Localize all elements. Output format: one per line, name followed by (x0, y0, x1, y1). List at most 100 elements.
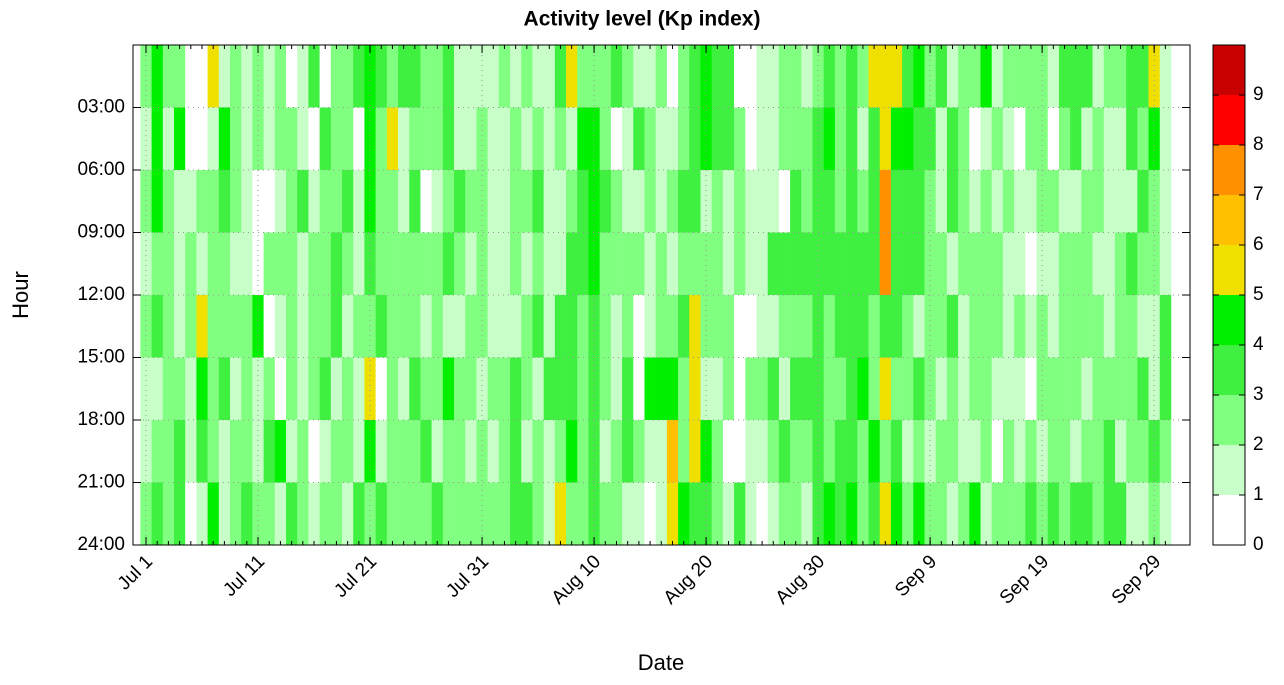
heat-cell (1036, 232, 1049, 296)
heat-cell (173, 420, 186, 483)
heat-cell (622, 170, 634, 233)
heat-cell (140, 482, 152, 546)
heat-cell (319, 420, 332, 483)
heat-cell (140, 107, 152, 171)
heat-cell (588, 107, 600, 171)
heat-cell (386, 357, 399, 421)
heat-cell (599, 420, 612, 483)
heat-cell (342, 482, 354, 546)
heat-cell (476, 420, 488, 483)
heat-cell (330, 482, 343, 546)
y-tick-label: 21:00 (77, 472, 125, 493)
heat-cell (622, 295, 634, 358)
heat-cell (230, 232, 242, 296)
heat-cell (823, 107, 836, 171)
heat-cell (375, 482, 388, 546)
heat-cell (1025, 107, 1037, 171)
heat-cell (554, 420, 567, 483)
heat-cell (140, 232, 152, 296)
heat-cell (879, 295, 892, 358)
heat-cell (801, 107, 813, 171)
heat-cell (521, 357, 533, 421)
colorbar-segment (1213, 295, 1245, 345)
heat-cell (162, 170, 175, 233)
heat-cell (454, 107, 466, 171)
heat-cell (946, 482, 959, 546)
heat-cell (1002, 107, 1015, 171)
heat-cell (487, 357, 500, 421)
heat-cell (700, 107, 712, 171)
heat-cell (902, 170, 914, 233)
heat-cell (140, 295, 152, 358)
heat-cell (409, 107, 421, 171)
heat-cell (241, 482, 253, 546)
heat-cell (1092, 295, 1105, 358)
heat-cell (734, 357, 746, 421)
heat-cell (375, 170, 388, 233)
heat-cell (330, 232, 343, 296)
heat-cell (980, 45, 993, 108)
heat-cell (151, 357, 164, 421)
heat-cell (622, 45, 634, 108)
heat-cell (498, 170, 511, 233)
heat-cell (510, 170, 522, 233)
heat-cell (162, 295, 175, 358)
heat-cell (230, 420, 242, 483)
heat-cell (599, 107, 612, 171)
heat-cell (263, 45, 276, 108)
heat-cell (162, 482, 175, 546)
heat-cell (991, 420, 1004, 483)
heat-cell (409, 357, 421, 421)
heat-cell (218, 482, 231, 546)
heat-cell (398, 170, 410, 233)
heat-cell (756, 482, 768, 546)
heat-cell (1014, 45, 1026, 108)
heat-cell (1070, 420, 1082, 483)
colorbar-frame (1212, 44, 1246, 546)
heat-cell (286, 107, 298, 171)
heat-cell (1126, 45, 1138, 108)
heat-cell (241, 295, 253, 358)
heat-cell (756, 232, 768, 296)
heat-cell (902, 107, 914, 171)
heat-cell (409, 420, 421, 483)
heat-cell (364, 170, 376, 233)
heat-cell (689, 45, 701, 108)
heat-cell (1070, 295, 1082, 358)
heat-cell (308, 45, 320, 108)
heat-cell (913, 295, 925, 358)
heat-cell (767, 420, 780, 483)
heat-cell (902, 45, 914, 108)
heat-cell (1103, 107, 1116, 171)
heat-cell (409, 45, 421, 108)
heat-cell (151, 482, 164, 546)
heat-cell (274, 107, 287, 171)
heat-cell (1137, 45, 1149, 108)
heat-cell (162, 420, 175, 483)
heat-cell (252, 357, 264, 421)
heat-cell (364, 107, 376, 171)
heat-cell (286, 482, 298, 546)
heat-cell (700, 45, 712, 108)
heat-cell (1148, 357, 1161, 421)
heat-cell (532, 232, 544, 296)
heat-cell (633, 45, 645, 108)
heat-cell (666, 45, 679, 108)
heat-cell (588, 232, 600, 296)
y-tick-label: 18:00 (77, 409, 125, 430)
heat-cell (465, 107, 477, 171)
heat-cell (890, 482, 903, 546)
heat-cell (756, 357, 768, 421)
heat-cell (644, 232, 656, 296)
heat-cell (946, 107, 959, 171)
heat-cell (991, 295, 1004, 358)
heat-cell (364, 357, 376, 421)
heat-cell (286, 295, 298, 358)
colorbar-tick-label: 2 (1253, 434, 1264, 455)
heat-cell (274, 357, 287, 421)
heat-cell (1159, 232, 1172, 296)
heat-cell (666, 107, 679, 171)
heat-cell (958, 420, 970, 483)
heat-cell (498, 107, 511, 171)
heat-cell (1137, 420, 1149, 483)
